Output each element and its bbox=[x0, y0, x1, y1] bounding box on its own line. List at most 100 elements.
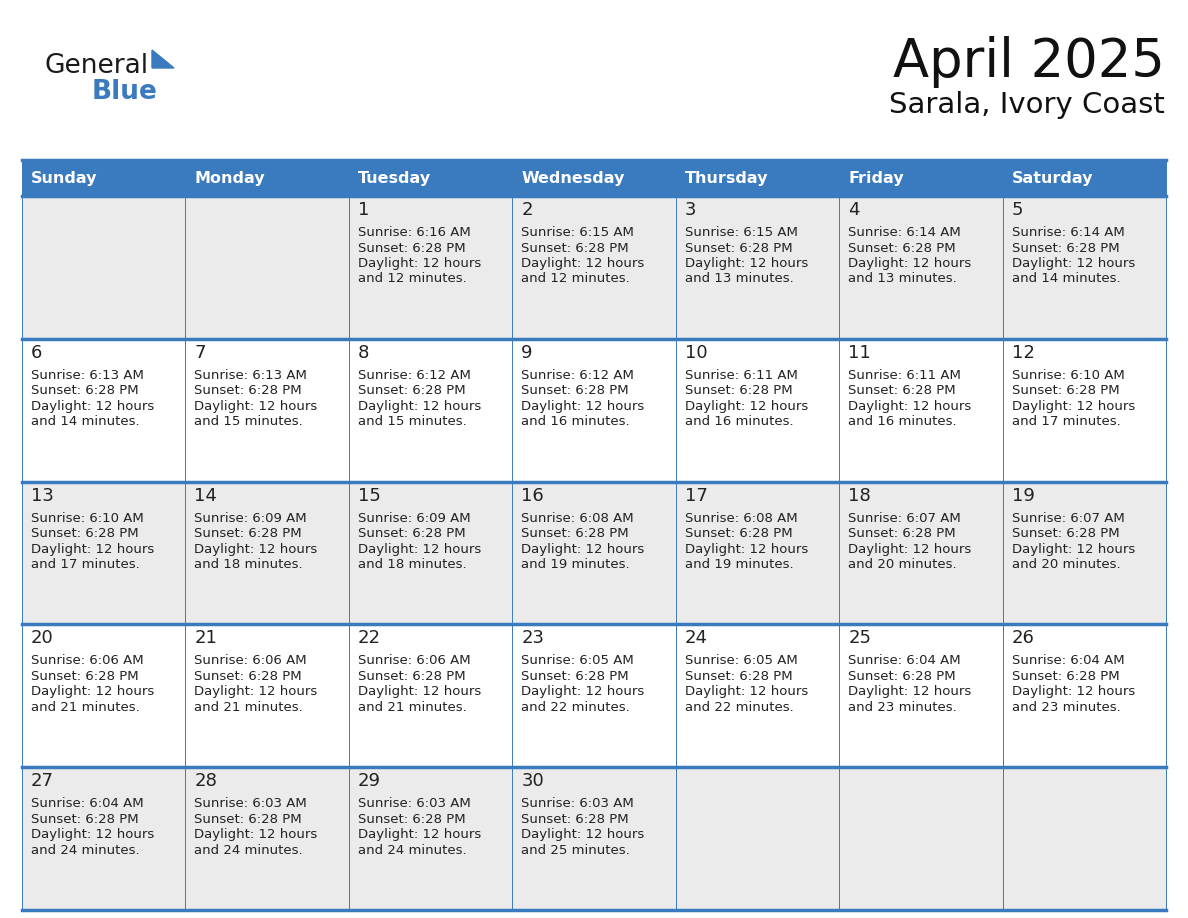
Text: Sunrise: 6:10 AM: Sunrise: 6:10 AM bbox=[1011, 369, 1124, 382]
Text: and 13 minutes.: and 13 minutes. bbox=[848, 273, 956, 285]
Text: Sunset: 6:28 PM: Sunset: 6:28 PM bbox=[31, 385, 139, 397]
Text: Sunrise: 6:08 AM: Sunrise: 6:08 AM bbox=[522, 511, 634, 524]
Text: Daylight: 12 hours: Daylight: 12 hours bbox=[848, 400, 972, 413]
Bar bbox=[23, 767, 1165, 910]
Text: Sunrise: 6:11 AM: Sunrise: 6:11 AM bbox=[684, 369, 797, 382]
Text: Daylight: 12 hours: Daylight: 12 hours bbox=[358, 257, 481, 270]
Text: 15: 15 bbox=[358, 487, 380, 505]
Text: Sunrise: 6:11 AM: Sunrise: 6:11 AM bbox=[848, 369, 961, 382]
Text: and 20 minutes.: and 20 minutes. bbox=[1011, 558, 1120, 571]
Text: Daylight: 12 hours: Daylight: 12 hours bbox=[31, 828, 154, 841]
Text: and 22 minutes.: and 22 minutes. bbox=[522, 701, 630, 714]
Text: Daylight: 12 hours: Daylight: 12 hours bbox=[1011, 543, 1135, 555]
Text: 12: 12 bbox=[1011, 344, 1035, 362]
Text: and 22 minutes.: and 22 minutes. bbox=[684, 701, 794, 714]
Text: Daylight: 12 hours: Daylight: 12 hours bbox=[848, 543, 972, 555]
Text: Sunset: 6:28 PM: Sunset: 6:28 PM bbox=[684, 241, 792, 254]
Text: Daylight: 12 hours: Daylight: 12 hours bbox=[1011, 400, 1135, 413]
Text: Daylight: 12 hours: Daylight: 12 hours bbox=[195, 543, 317, 555]
Text: Sunset: 6:28 PM: Sunset: 6:28 PM bbox=[522, 812, 628, 825]
Text: 3: 3 bbox=[684, 201, 696, 219]
Text: 21: 21 bbox=[195, 630, 217, 647]
Text: and 24 minutes.: and 24 minutes. bbox=[31, 844, 140, 856]
Text: Daylight: 12 hours: Daylight: 12 hours bbox=[1011, 257, 1135, 270]
Text: Sunrise: 6:15 AM: Sunrise: 6:15 AM bbox=[684, 226, 797, 239]
Text: and 17 minutes.: and 17 minutes. bbox=[1011, 415, 1120, 429]
Text: and 20 minutes.: and 20 minutes. bbox=[848, 558, 956, 571]
Text: Sunset: 6:28 PM: Sunset: 6:28 PM bbox=[684, 670, 792, 683]
Text: and 16 minutes.: and 16 minutes. bbox=[684, 415, 794, 429]
Text: and 14 minutes.: and 14 minutes. bbox=[1011, 273, 1120, 285]
Text: Blue: Blue bbox=[91, 79, 158, 105]
Text: and 24 minutes.: and 24 minutes. bbox=[358, 844, 467, 856]
Text: Sunset: 6:28 PM: Sunset: 6:28 PM bbox=[31, 527, 139, 540]
Text: and 21 minutes.: and 21 minutes. bbox=[358, 701, 467, 714]
Text: and 12 minutes.: and 12 minutes. bbox=[522, 273, 630, 285]
Text: Sunrise: 6:03 AM: Sunrise: 6:03 AM bbox=[358, 797, 470, 811]
Bar bbox=[23, 339, 1165, 482]
Text: Sunset: 6:28 PM: Sunset: 6:28 PM bbox=[684, 527, 792, 540]
Text: and 16 minutes.: and 16 minutes. bbox=[848, 415, 956, 429]
Text: Daylight: 12 hours: Daylight: 12 hours bbox=[684, 686, 808, 699]
Text: Tuesday: Tuesday bbox=[358, 171, 431, 185]
Text: Sunset: 6:28 PM: Sunset: 6:28 PM bbox=[848, 670, 956, 683]
Text: and 16 minutes.: and 16 minutes. bbox=[522, 415, 630, 429]
Text: Sunset: 6:28 PM: Sunset: 6:28 PM bbox=[358, 670, 466, 683]
Text: Daylight: 12 hours: Daylight: 12 hours bbox=[31, 543, 154, 555]
Text: Sunset: 6:28 PM: Sunset: 6:28 PM bbox=[1011, 670, 1119, 683]
Text: 17: 17 bbox=[684, 487, 708, 505]
Text: Sunset: 6:28 PM: Sunset: 6:28 PM bbox=[522, 670, 628, 683]
Text: Daylight: 12 hours: Daylight: 12 hours bbox=[522, 686, 645, 699]
Text: Daylight: 12 hours: Daylight: 12 hours bbox=[684, 543, 808, 555]
Text: Sunrise: 6:06 AM: Sunrise: 6:06 AM bbox=[358, 655, 470, 667]
Text: Sunrise: 6:07 AM: Sunrise: 6:07 AM bbox=[848, 511, 961, 524]
Text: Sunset: 6:28 PM: Sunset: 6:28 PM bbox=[522, 527, 628, 540]
Text: Daylight: 12 hours: Daylight: 12 hours bbox=[522, 543, 645, 555]
Text: and 21 minutes.: and 21 minutes. bbox=[195, 701, 303, 714]
Text: Daylight: 12 hours: Daylight: 12 hours bbox=[358, 400, 481, 413]
Text: Sunset: 6:28 PM: Sunset: 6:28 PM bbox=[31, 670, 139, 683]
Text: Sunset: 6:28 PM: Sunset: 6:28 PM bbox=[195, 670, 302, 683]
Text: Sunday: Sunday bbox=[31, 171, 97, 185]
Text: and 24 minutes.: and 24 minutes. bbox=[195, 844, 303, 856]
Text: Sunrise: 6:04 AM: Sunrise: 6:04 AM bbox=[848, 655, 961, 667]
Text: Daylight: 12 hours: Daylight: 12 hours bbox=[522, 400, 645, 413]
Bar bbox=[23, 160, 1165, 196]
Text: 8: 8 bbox=[358, 344, 369, 362]
Text: Sunrise: 6:09 AM: Sunrise: 6:09 AM bbox=[358, 511, 470, 524]
Text: 5: 5 bbox=[1011, 201, 1023, 219]
Text: Sunset: 6:28 PM: Sunset: 6:28 PM bbox=[848, 241, 956, 254]
Text: and 23 minutes.: and 23 minutes. bbox=[1011, 701, 1120, 714]
Text: 28: 28 bbox=[195, 772, 217, 790]
Text: Sunrise: 6:16 AM: Sunrise: 6:16 AM bbox=[358, 226, 470, 239]
Text: Daylight: 12 hours: Daylight: 12 hours bbox=[358, 543, 481, 555]
Text: Monday: Monday bbox=[195, 171, 265, 185]
Text: Sunset: 6:28 PM: Sunset: 6:28 PM bbox=[684, 385, 792, 397]
Text: Daylight: 12 hours: Daylight: 12 hours bbox=[195, 400, 317, 413]
Text: Sunrise: 6:04 AM: Sunrise: 6:04 AM bbox=[31, 797, 144, 811]
Text: Sunrise: 6:03 AM: Sunrise: 6:03 AM bbox=[522, 797, 634, 811]
Text: 20: 20 bbox=[31, 630, 53, 647]
Text: Daylight: 12 hours: Daylight: 12 hours bbox=[848, 686, 972, 699]
Text: Sunrise: 6:08 AM: Sunrise: 6:08 AM bbox=[684, 511, 797, 524]
Text: Friday: Friday bbox=[848, 171, 904, 185]
Text: and 15 minutes.: and 15 minutes. bbox=[195, 415, 303, 429]
Text: Daylight: 12 hours: Daylight: 12 hours bbox=[684, 257, 808, 270]
Text: Sunset: 6:28 PM: Sunset: 6:28 PM bbox=[195, 812, 302, 825]
Text: Daylight: 12 hours: Daylight: 12 hours bbox=[684, 400, 808, 413]
Text: Daylight: 12 hours: Daylight: 12 hours bbox=[522, 257, 645, 270]
Text: 23: 23 bbox=[522, 630, 544, 647]
Text: Sunrise: 6:13 AM: Sunrise: 6:13 AM bbox=[195, 369, 308, 382]
Text: and 15 minutes.: and 15 minutes. bbox=[358, 415, 467, 429]
Text: 6: 6 bbox=[31, 344, 43, 362]
Text: Sunrise: 6:10 AM: Sunrise: 6:10 AM bbox=[31, 511, 144, 524]
Text: and 13 minutes.: and 13 minutes. bbox=[684, 273, 794, 285]
Text: and 17 minutes.: and 17 minutes. bbox=[31, 558, 140, 571]
Text: Sunset: 6:28 PM: Sunset: 6:28 PM bbox=[522, 241, 628, 254]
Text: Daylight: 12 hours: Daylight: 12 hours bbox=[848, 257, 972, 270]
Text: 2: 2 bbox=[522, 201, 532, 219]
Text: Sunrise: 6:06 AM: Sunrise: 6:06 AM bbox=[195, 655, 307, 667]
Text: and 23 minutes.: and 23 minutes. bbox=[848, 701, 956, 714]
Text: and 18 minutes.: and 18 minutes. bbox=[358, 558, 467, 571]
Text: 26: 26 bbox=[1011, 630, 1035, 647]
